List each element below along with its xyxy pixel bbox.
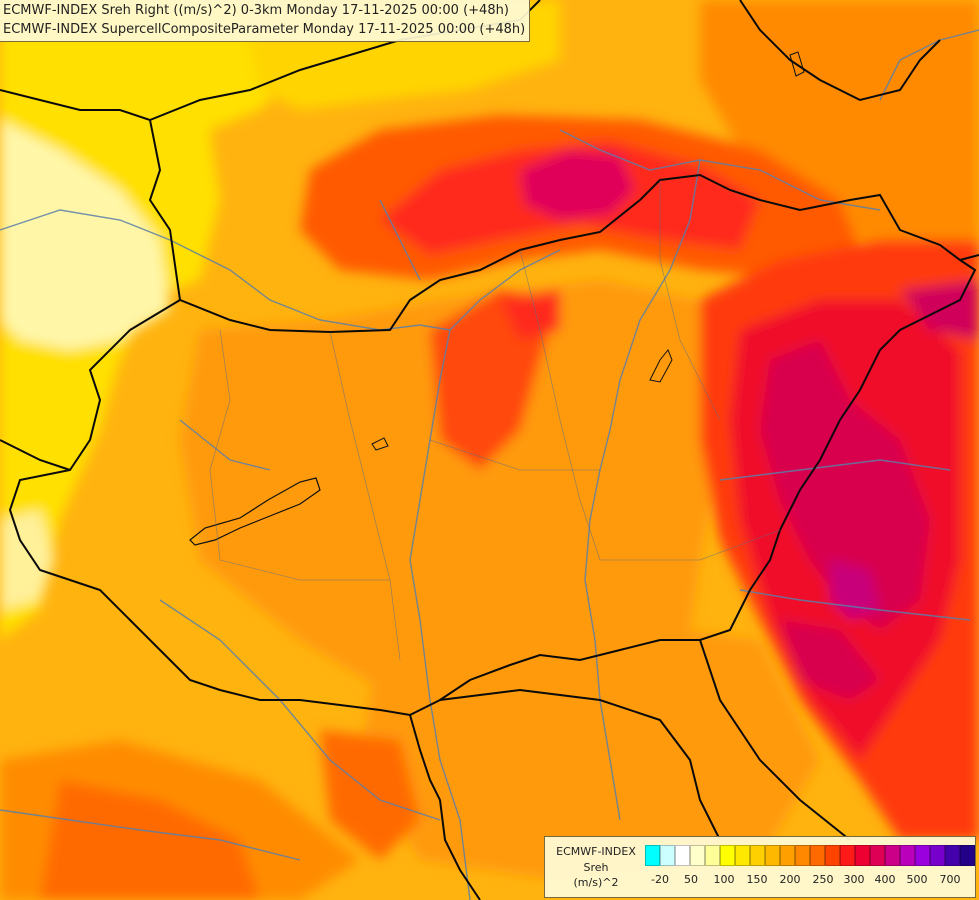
legend-swatch: [765, 845, 780, 866]
legend-swatch: [810, 845, 825, 866]
field-orange-south: [360, 620, 820, 880]
field-magenta-se: [780, 620, 880, 700]
map-title-box: ECMWF-INDEX Sreh Right ((m/s)^2) 0-3km M…: [0, 0, 531, 42]
legend-swatch: [720, 845, 735, 866]
legend-tick-label: -20: [651, 873, 669, 886]
field-red-south2: [320, 730, 420, 860]
legend-swatch: [945, 845, 960, 866]
lake-small-1: [371, 437, 389, 451]
field-magenta-east: [760, 340, 930, 630]
legend-title: ECMWF-INDEX: [556, 845, 636, 858]
field-yellow-sw: [0, 510, 55, 610]
legend-tick-label: 150: [746, 873, 768, 886]
lake-small-2: [649, 349, 673, 383]
legend-swatch: [840, 845, 855, 866]
legend-ticks: -20 50 100 150 200 250 300 400 500 700: [645, 873, 975, 889]
legend-tick-label: 200: [779, 873, 801, 886]
legend-tick-label: 700: [939, 873, 961, 886]
legend-swatch: [645, 845, 660, 866]
field-magenta-north: [520, 150, 635, 220]
field-red-mid: [500, 290, 560, 340]
legend-swatch: [870, 845, 885, 866]
admin-lines: [209, 180, 781, 661]
field-red-south: [40, 780, 260, 900]
legend-tick-label: 50: [684, 873, 698, 886]
legend-swatch: [930, 845, 945, 866]
legend-swatches: [645, 845, 975, 866]
legend-swatch: [780, 845, 795, 866]
legend-swatch: [750, 845, 765, 866]
legend-swatch: [825, 845, 840, 866]
legend-unit: (m/s)^2: [573, 876, 619, 889]
title-line-2: ECMWF-INDEX SupercellCompositeParameter …: [3, 22, 526, 37]
legend-swatch: [690, 845, 705, 866]
legend-tick-label: 500: [906, 873, 928, 886]
legend-swatch: [735, 845, 750, 866]
field-orange-east: [700, 0, 979, 260]
legend-swatch: [885, 845, 900, 866]
legend-tick-label: 250: [812, 873, 834, 886]
legend-tick-label: 300: [843, 873, 865, 886]
lake-small-3: [789, 51, 805, 77]
legend-swatch: [675, 845, 690, 866]
field-orange-central: [180, 280, 720, 720]
field-light-west: [0, 120, 170, 350]
legend-tick-label: 400: [874, 873, 896, 886]
legend-swatch: [960, 845, 975, 866]
legend-swatch: [915, 845, 930, 866]
title-line-1: ECMWF-INDEX Sreh Right ((m/s)^2) 0-3km M…: [3, 3, 509, 18]
lake-balaton: [189, 477, 321, 546]
legend-parameter: Sreh: [583, 861, 609, 874]
legend-swatch: [705, 845, 720, 866]
color-legend: ECMWF-INDEX Sreh (m/s)^2 -20 50 100 150 200 2…: [544, 836, 976, 898]
legend-swatch: [660, 845, 675, 866]
legend-swatch: [900, 845, 915, 866]
legend-swatch: [855, 845, 870, 866]
legend-tick-label: 100: [713, 873, 735, 886]
legend-swatch: [795, 845, 810, 866]
